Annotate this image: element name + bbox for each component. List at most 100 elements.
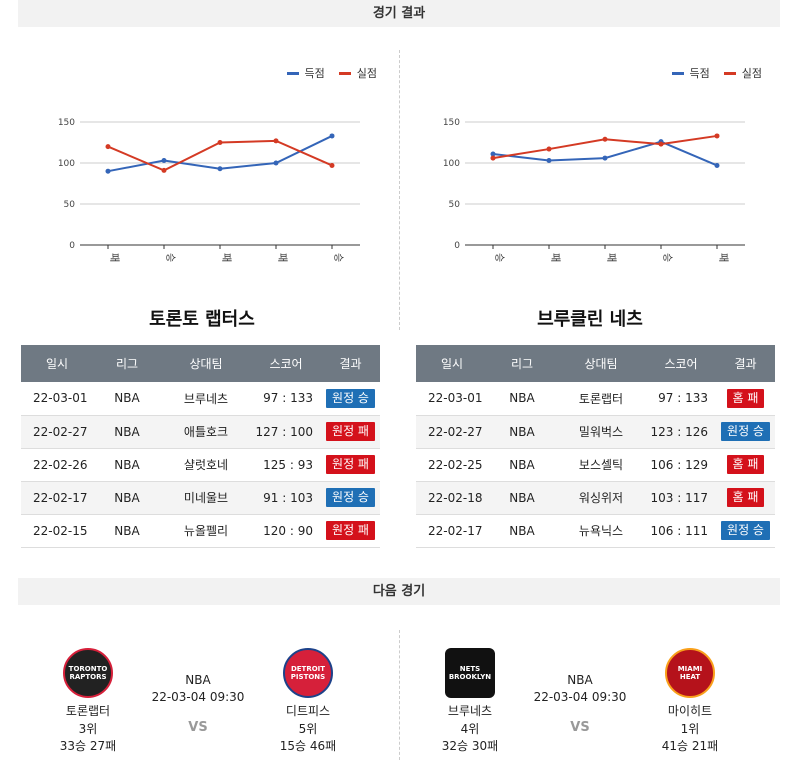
result-badge: 원정 승 xyxy=(326,488,375,507)
logo-lettering: NETS BROOKLYN xyxy=(448,665,492,681)
cell-league: NBA xyxy=(488,415,556,449)
cell-opponent: 샬럿호네 xyxy=(161,448,251,482)
table-header-row: 일시 리그 상대팀 스코어 결과 xyxy=(21,345,380,382)
data-point-scored[interactable] xyxy=(105,168,111,174)
data-point-conceded[interactable] xyxy=(490,155,496,161)
table-row: 22-02-15 NBA 뉴올펠리 120 : 90 원정 패 xyxy=(21,514,380,548)
right-results-table: 일시 리그 상대팀 스코어 결과 22-03-01 NBA 토론랩터 97 : 133… xyxy=(416,345,775,548)
result-badge: 원정 승 xyxy=(721,521,770,540)
cell-league: NBA xyxy=(488,382,556,416)
cell-opponent: 밀워벅스 xyxy=(556,415,646,449)
cell-league: NBA xyxy=(488,448,556,482)
data-point-scored[interactable] xyxy=(546,158,552,164)
table-row: 22-03-01 NBA 토론랩터 97 : 133 홈 패 xyxy=(416,382,775,416)
data-point-scored[interactable] xyxy=(490,151,496,157)
data-point-conceded[interactable] xyxy=(217,140,223,145)
cell-date: 22-02-27 xyxy=(416,415,488,449)
cell-result: 원정 승 xyxy=(321,382,380,416)
match-info: NBA 22-03-04 09:30 xyxy=(530,673,630,704)
match-time: 22-03-04 09:30 xyxy=(533,690,627,704)
y-tick-label: 50 xyxy=(449,200,461,210)
team-record: 15승 46패 xyxy=(279,739,337,753)
x-tick-label: 패 xyxy=(276,253,288,262)
data-point-conceded[interactable] xyxy=(546,146,552,152)
data-point-scored[interactable] xyxy=(714,162,720,168)
cell-result: 홈 패 xyxy=(716,382,775,416)
data-point-conceded[interactable] xyxy=(602,136,608,142)
x-tick-label: 패 xyxy=(220,253,232,262)
cell-result: 원정 승 xyxy=(716,514,775,548)
y-tick-label: 50 xyxy=(64,200,76,210)
vs-label: VS xyxy=(188,720,208,735)
cell-league: NBA xyxy=(488,481,556,515)
x-tick-label: 승 xyxy=(332,253,344,262)
x-tick-label: 패 xyxy=(549,253,561,262)
cell-opponent: 뉴욕닉스 xyxy=(556,514,646,548)
cell-opponent: 보스셀틱 xyxy=(556,448,646,482)
logo-lettering: MIAMI HEAT xyxy=(677,665,703,681)
result-badge: 원정 패 xyxy=(326,422,375,441)
table-row: 22-02-17 NBA 뉴욕닉스 106 : 111 원정 승 xyxy=(416,514,775,548)
next-match-card[interactable]: TORONTO RAPTORS 토론랩터 3위 33승 27패 NBA 22-0… xyxy=(18,640,398,755)
column-divider xyxy=(399,50,400,330)
right-results-body: 22-03-01 NBA 토론랩터 97 : 133 홈 패 22-02-27 NBA 밀워벅… xyxy=(416,382,775,548)
result-badge: 홈 패 xyxy=(726,455,765,474)
cell-opponent: 애틀호크 xyxy=(161,415,251,449)
legend-scored-swatch xyxy=(286,71,299,75)
legend-scored-label: 득점 xyxy=(689,67,710,80)
data-point-scored[interactable] xyxy=(217,166,223,172)
header-opponent: 상대팀 xyxy=(556,345,646,382)
data-point-conceded[interactable] xyxy=(658,141,664,147)
header-date: 일시 xyxy=(21,345,93,382)
cell-score: 123 : 126 xyxy=(646,415,716,449)
results-section-header: 경기 결과 xyxy=(18,0,780,27)
away-team[interactable]: MIAMI HEAT 마이히트 1위 41승 21패 xyxy=(640,640,740,754)
data-point-scored[interactable] xyxy=(602,155,608,161)
data-point-conceded[interactable] xyxy=(714,133,720,139)
data-point-conceded[interactable] xyxy=(161,167,167,173)
home-team[interactable]: TORONTO RAPTORS 토론랩터 3위 33승 27패 xyxy=(38,640,138,754)
cell-result: 홈 패 xyxy=(716,448,775,482)
data-point-conceded[interactable] xyxy=(329,162,335,168)
cell-opponent: 뉴올펠리 xyxy=(161,514,251,548)
match-league: NBA xyxy=(567,673,593,687)
table-row: 22-02-26 NBA 샬럿호네 125 : 93 원정 패 xyxy=(21,448,380,482)
header-opponent: 상대팀 xyxy=(161,345,251,382)
data-point-scored[interactable] xyxy=(273,160,279,166)
team-rank: 4위 xyxy=(460,722,480,736)
y-tick-label: 150 xyxy=(443,118,460,128)
table-row: 22-02-18 NBA 워싱위저 103 : 117 홈 패 xyxy=(416,481,775,515)
right-chart-svg: 0 50 100 150 승 패 패 승 패 xyxy=(443,118,745,262)
data-point-scored[interactable] xyxy=(161,158,167,164)
result-badge: 원정 패 xyxy=(326,521,375,540)
cell-league: NBA xyxy=(93,382,161,416)
chart-legend: 득점 실점 xyxy=(671,65,762,81)
results-section-title: 경기 결과 xyxy=(372,6,426,21)
data-point-scored[interactable] xyxy=(329,133,335,139)
data-point-conceded[interactable] xyxy=(273,138,279,144)
team-name: 토론랩터 xyxy=(65,704,111,718)
x-tick-label: 패 xyxy=(605,253,617,262)
team-rank: 1위 xyxy=(680,722,700,736)
cell-result: 원정 승 xyxy=(716,415,775,449)
away-team[interactable]: DETROIT PISTONS 디트피스 5위 15승 46패 xyxy=(258,640,358,754)
home-team[interactable]: NETS BROOKLYN 브루네츠 4위 32승 30패 xyxy=(420,640,520,754)
legend-conceded-label: 실점 xyxy=(741,67,762,80)
legend-scored-label: 득점 xyxy=(304,67,325,80)
table-row: 22-02-25 NBA 보스셀틱 106 : 129 홈 패 xyxy=(416,448,775,482)
legend-conceded-swatch xyxy=(723,71,736,75)
cell-date: 22-02-17 xyxy=(21,481,93,515)
y-tick-label: 100 xyxy=(58,159,75,169)
right-team-title: 브루클린 네츠 xyxy=(537,309,643,330)
vs-label: VS xyxy=(570,720,590,735)
team-rank: 3위 xyxy=(78,722,98,736)
next-match-card[interactable]: NETS BROOKLYN 브루네츠 4위 32승 30패 NBA 22-03-… xyxy=(400,640,780,755)
x-tick-label: 승 xyxy=(493,253,505,262)
team-record: 41승 21패 xyxy=(661,739,719,753)
result-badge: 원정 승 xyxy=(721,422,770,441)
table-row: 22-02-17 NBA 미네울브 91 : 103 원정 승 xyxy=(21,481,380,515)
cell-date: 22-03-01 xyxy=(416,382,488,416)
logo-lettering: DETROIT PISTONS xyxy=(290,665,326,681)
header-date: 일시 xyxy=(416,345,488,382)
data-point-conceded[interactable] xyxy=(105,144,111,150)
